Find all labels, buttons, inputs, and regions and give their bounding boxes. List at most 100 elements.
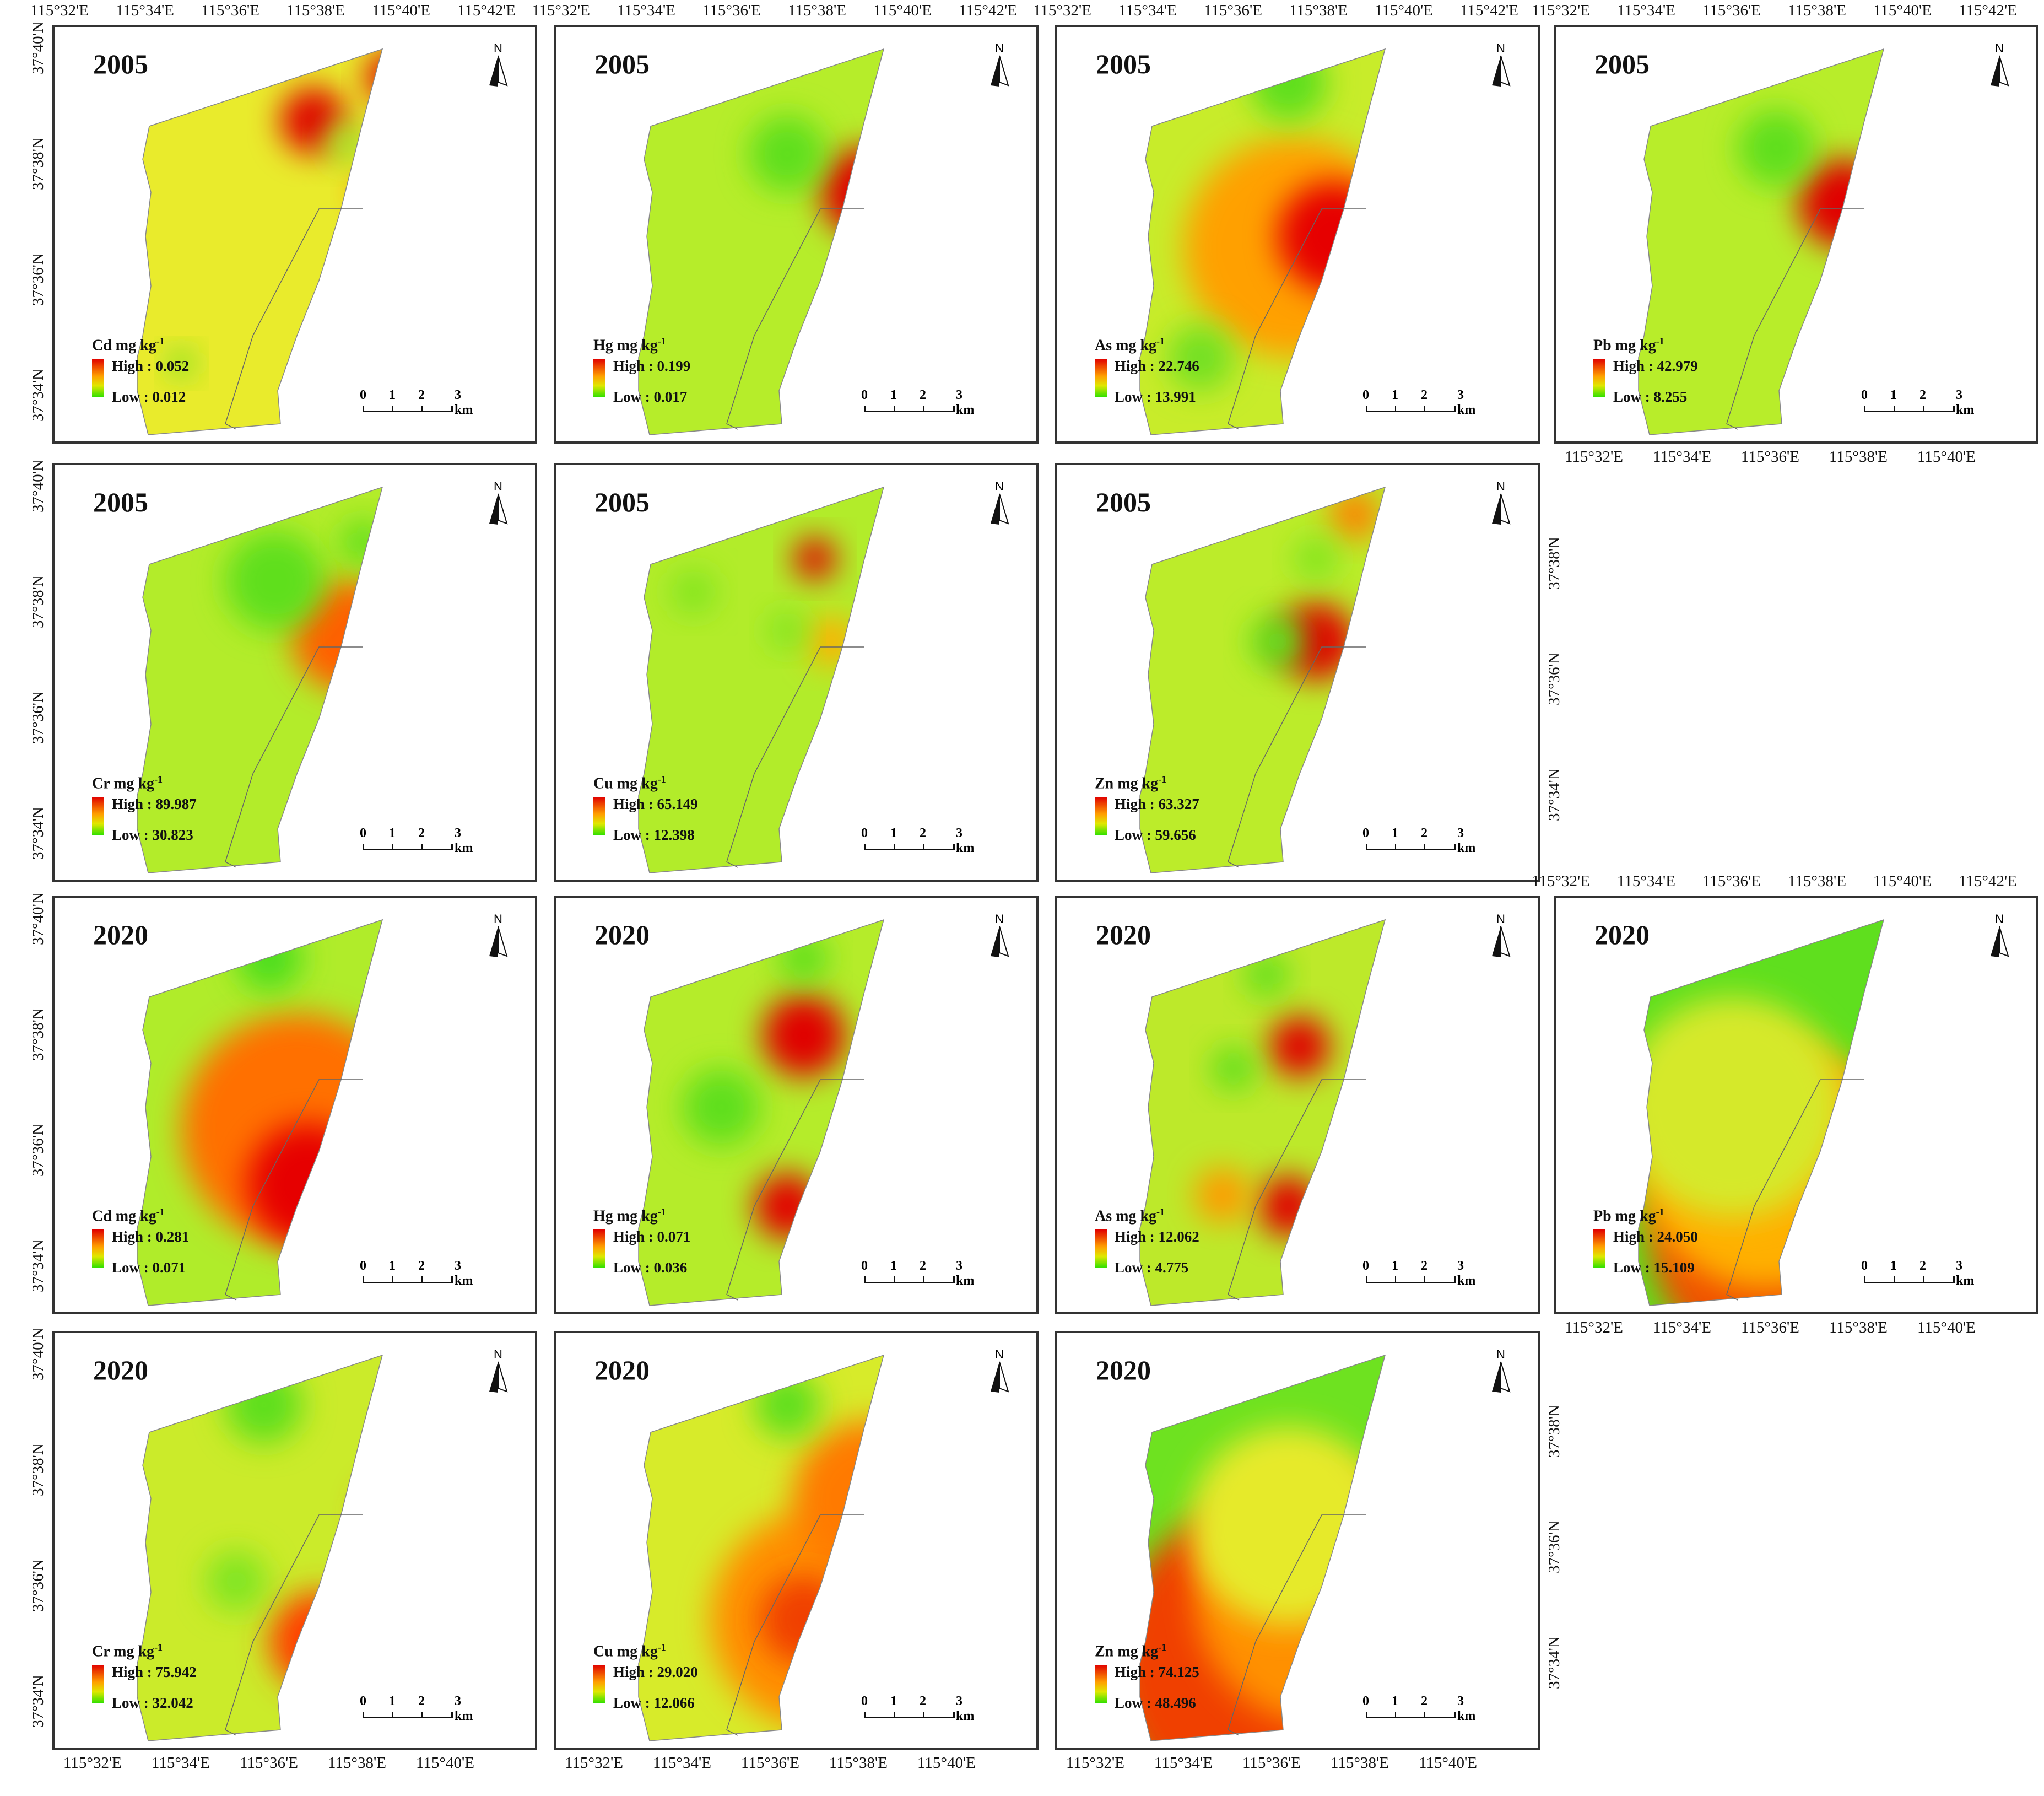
legend-title: Cd mg kg-1 <box>92 1206 189 1225</box>
longitude-label: 115°36'E <box>1741 1319 1799 1336</box>
concentration-hotspot <box>1250 49 1327 121</box>
color-ramp <box>92 1229 104 1269</box>
color-ramp <box>1095 1229 1107 1269</box>
scale-bar: 0 1 2 3 km <box>1861 388 1986 417</box>
sub-area-boundary <box>726 1079 864 1301</box>
interpolated-map <box>1139 919 1386 1306</box>
element-symbol: Cu <box>593 775 613 792</box>
concentration-hotspot <box>763 994 845 1077</box>
units: mg kg <box>617 775 658 792</box>
interpolated-map <box>638 486 885 873</box>
north-label: N <box>494 912 502 926</box>
interpolated-map <box>1139 1354 1386 1741</box>
longitude-label: 115°34'E <box>1617 872 1675 890</box>
scale-label: 1 <box>890 826 897 840</box>
longitude-label: 115°36'E <box>201 2 259 19</box>
color-ramp <box>1593 359 1605 398</box>
legend-low: Low : 8.255 <box>1613 389 1688 406</box>
scale-label: 1 <box>1392 826 1398 840</box>
concentration-hotspot <box>683 1069 760 1146</box>
legend: Zn mg kg-1 High : 63.327 Low : 59.656 <box>1095 774 1199 843</box>
interpolated-map <box>1638 48 1885 435</box>
longitude-label: 115°32'E <box>1565 448 1623 466</box>
latitude-label: 37°38'N <box>1545 1405 1563 1458</box>
sub-area-boundary <box>225 1514 363 1736</box>
concentration-hotspot <box>749 115 826 192</box>
unit-exponent: -1 <box>1656 1206 1664 1217</box>
scale-bar: 0 1 2 3 km <box>360 1259 484 1288</box>
concentration-hotspot <box>225 531 325 630</box>
unit-exponent: -1 <box>657 336 666 347</box>
color-ramp <box>1095 1665 1107 1704</box>
longitude-label: 115°36'E <box>1242 1754 1301 1772</box>
legend-low: Low : 13.991 <box>1115 389 1196 406</box>
latitude-label: 37°40'N <box>29 892 47 945</box>
color-ramp <box>593 1229 605 1269</box>
longitude-label: 115°42'E <box>1959 2 2017 19</box>
color-ramp <box>92 359 104 398</box>
latitude-label: 37°36'N <box>29 1124 47 1177</box>
scale-label: 1 <box>389 388 396 402</box>
scale-label: 3 km <box>956 1694 975 1723</box>
legend-high: High : 65.149 <box>613 796 698 813</box>
element-symbol: Pb <box>1593 337 1612 354</box>
legend: Pb mg kg-1 High : 24.050 Low : 15.109 <box>1593 1206 1698 1275</box>
units: mg kg <box>115 1207 156 1225</box>
element-symbol: Cr <box>92 775 110 792</box>
concentration-hotspot <box>1195 1168 1250 1223</box>
scale-label: 1 <box>1890 388 1897 402</box>
scale-label: 2 <box>920 388 926 402</box>
high-value: 63.327 <box>1158 796 1199 813</box>
legend-high: High : 74.125 <box>1115 1664 1199 1681</box>
sub-area-boundary <box>1228 646 1366 868</box>
units: mg kg <box>1117 775 1159 792</box>
panel-year: 2005 <box>594 487 650 517</box>
interpolated-map <box>137 48 383 435</box>
units: mg kg <box>1615 1207 1656 1225</box>
legend-title: Pb mg kg-1 <box>1593 1206 1698 1225</box>
north-arrow-icon: N <box>484 481 512 528</box>
legend: Cu mg kg-1 High : 29.020 Low : 12.066 <box>593 1642 698 1711</box>
scale-bar: 0 1 2 3 km <box>1362 1694 1487 1723</box>
element-symbol: Pb <box>1593 1207 1612 1225</box>
unit-exponent: -1 <box>156 336 165 347</box>
color-ramp <box>1095 359 1107 398</box>
low-value: 12.398 <box>653 827 695 844</box>
scale-label: 1 <box>389 1259 396 1273</box>
scale-label: 2 <box>1421 826 1427 840</box>
scale-label: 3 km <box>1956 1259 1975 1288</box>
study-area-boundary <box>638 486 885 873</box>
concentration-hotspot <box>225 1366 302 1443</box>
longitude-label: 115°34'E <box>1653 448 1711 466</box>
units: mg kg <box>113 775 155 792</box>
element-symbol: Hg <box>593 1207 613 1225</box>
low-value: 0.071 <box>152 1259 186 1276</box>
scale-label: 3 km <box>455 388 473 417</box>
concentration-hotspot <box>1167 325 1234 391</box>
unit-exponent: -1 <box>657 1206 666 1217</box>
longitude-label: 115°34'E <box>1653 1319 1711 1336</box>
concentration-hotspot <box>1738 110 1815 187</box>
panel-year: 2005 <box>93 48 148 79</box>
scale-label: 0 <box>1362 1694 1369 1708</box>
units: mg kg <box>1117 1643 1159 1660</box>
legend-low: Low : 4.775 <box>1115 1259 1189 1276</box>
longitude-label: 115°42'E <box>457 2 516 19</box>
unit-exponent: -1 <box>154 774 163 785</box>
legend-high: High : 42.979 <box>1613 358 1698 375</box>
concentration-hotspot <box>672 570 716 614</box>
north-label: N <box>1995 912 2004 926</box>
longitude-label: 115°32'E <box>565 1754 623 1772</box>
high-value: 12.062 <box>1158 1228 1199 1245</box>
study-area-boundary <box>638 919 885 1306</box>
legend-high: High : 0.071 <box>613 1228 691 1245</box>
study-area-boundary <box>1139 1354 1386 1741</box>
north-arrow-icon: N <box>1487 481 1515 528</box>
interpolated-map <box>638 1354 885 1741</box>
legend-high: High : 75.942 <box>112 1664 197 1681</box>
longitude-label: 115°34'E <box>1154 1754 1213 1772</box>
element-symbol: Hg <box>593 337 613 354</box>
sub-area-boundary <box>726 1514 864 1736</box>
legend-high: High : 0.052 <box>112 358 190 375</box>
panel-year: 2020 <box>594 919 650 950</box>
